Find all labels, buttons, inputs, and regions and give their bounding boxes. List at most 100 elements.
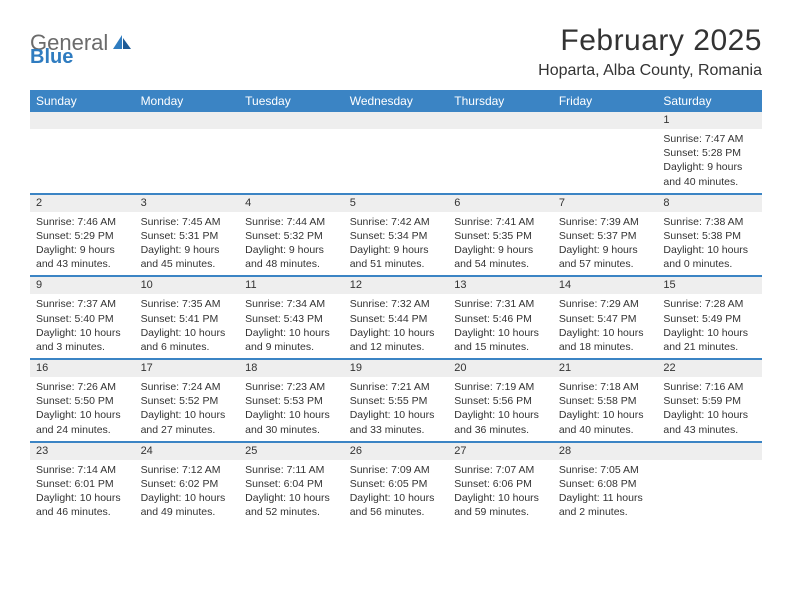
logo-sub: Blue xyxy=(30,46,73,69)
daylight-text: Daylight: 9 hours and 40 minutes. xyxy=(663,160,756,188)
day-details: Sunrise: 7:46 AMSunset: 5:29 PMDaylight:… xyxy=(30,212,135,276)
day-number: 12 xyxy=(344,277,449,294)
day-cell: 13Sunrise: 7:31 AMSunset: 5:46 PMDayligh… xyxy=(448,277,553,358)
sunrise-text: Sunrise: 7:42 AM xyxy=(350,215,443,229)
day-details: Sunrise: 7:23 AMSunset: 5:53 PMDaylight:… xyxy=(239,377,344,441)
sunrise-text: Sunrise: 7:32 AM xyxy=(350,297,443,311)
day-cell: 25Sunrise: 7:11 AMSunset: 6:04 PMDayligh… xyxy=(239,443,344,524)
daylight-text: Daylight: 10 hours and 24 minutes. xyxy=(36,408,129,436)
sunrise-text: Sunrise: 7:31 AM xyxy=(454,297,547,311)
day-cell: 2Sunrise: 7:46 AMSunset: 5:29 PMDaylight… xyxy=(30,195,135,276)
day-number xyxy=(239,112,344,129)
sunrise-text: Sunrise: 7:16 AM xyxy=(663,380,756,394)
day-number: 20 xyxy=(448,360,553,377)
sunset-text: Sunset: 5:53 PM xyxy=(245,394,338,408)
day-number: 16 xyxy=(30,360,135,377)
daylight-text: Daylight: 11 hours and 2 minutes. xyxy=(559,491,652,519)
day-number: 19 xyxy=(344,360,449,377)
weekday-fri: Friday xyxy=(553,90,658,112)
day-cell: 14Sunrise: 7:29 AMSunset: 5:47 PMDayligh… xyxy=(553,277,658,358)
day-cell: 3Sunrise: 7:45 AMSunset: 5:31 PMDaylight… xyxy=(135,195,240,276)
day-cell: 12 Sunrise: 7:32 AMSunset: 5:44 PMDayligh… xyxy=(344,277,449,358)
day-number: 24 xyxy=(135,443,240,460)
sunset-text: Sunset: 5:55 PM xyxy=(350,394,443,408)
weekday-wed: Wednesday xyxy=(344,90,449,112)
sail-icon xyxy=(112,33,132,56)
calendar-page: General February 2025 Hoparta, Alba Coun… xyxy=(0,0,792,543)
day-cell: 11Sunrise: 7:34 AMSunset: 5:43 PMDayligh… xyxy=(239,277,344,358)
daylight-text: Daylight: 10 hours and 18 minutes. xyxy=(559,326,652,354)
day-details: Sunrise: 7:47 AMSunset: 5:28 PMDaylight:… xyxy=(657,129,762,193)
sunrise-text: Sunrise: 7:38 AM xyxy=(663,215,756,229)
sunset-text: Sunset: 5:46 PM xyxy=(454,312,547,326)
day-cell xyxy=(344,112,449,193)
weeks-container: 1Sunrise: 7:47 AMSunset: 5:28 PMDaylight… xyxy=(30,112,762,523)
day-number xyxy=(448,112,553,129)
daylight-text: Daylight: 10 hours and 6 minutes. xyxy=(141,326,234,354)
day-number: 28 xyxy=(553,443,658,460)
sunset-text: Sunset: 5:37 PM xyxy=(559,229,652,243)
daylight-text: Daylight: 9 hours and 43 minutes. xyxy=(36,243,129,271)
day-details: Sunrise: 7:35 AMSunset: 5:41 PMDaylight:… xyxy=(135,294,240,358)
day-details: Sunrise: 7:42 AMSunset: 5:34 PMDaylight:… xyxy=(344,212,449,276)
sunrise-text: Sunrise: 7:07 AM xyxy=(454,463,547,477)
day-cell xyxy=(135,112,240,193)
day-cell: 6Sunrise: 7:41 AMSunset: 5:35 PMDaylight… xyxy=(448,195,553,276)
day-number xyxy=(30,112,135,129)
sunset-text: Sunset: 5:56 PM xyxy=(454,394,547,408)
sunrise-text: Sunrise: 7:05 AM xyxy=(559,463,652,477)
sunset-text: Sunset: 6:05 PM xyxy=(350,477,443,491)
day-number: 7 xyxy=(553,195,658,212)
day-details: Sunrise: 7:19 AMSunset: 5:56 PMDaylight:… xyxy=(448,377,553,441)
week-row: 1Sunrise: 7:47 AMSunset: 5:28 PMDaylight… xyxy=(30,112,762,193)
daylight-text: Daylight: 10 hours and 59 minutes. xyxy=(454,491,547,519)
sunrise-text: Sunrise: 7:47 AM xyxy=(663,132,756,146)
day-number: 26 xyxy=(344,443,449,460)
sunset-text: Sunset: 6:04 PM xyxy=(245,477,338,491)
sunrise-text: Sunrise: 7:29 AM xyxy=(559,297,652,311)
day-details: Sunrise: 7:11 AMSunset: 6:04 PMDaylight:… xyxy=(239,460,344,524)
day-number: 18 xyxy=(239,360,344,377)
sunset-text: Sunset: 5:31 PM xyxy=(141,229,234,243)
day-details: Sunrise: 7:16 AMSunset: 5:59 PMDaylight:… xyxy=(657,377,762,441)
weekday-tue: Tuesday xyxy=(239,90,344,112)
day-details: Sunrise: 7:29 AMSunset: 5:47 PMDaylight:… xyxy=(553,294,658,358)
day-details: Sunrise: 7:12 AMSunset: 6:02 PMDaylight:… xyxy=(135,460,240,524)
day-details: Sunrise: 7:31 AMSunset: 5:46 PMDaylight:… xyxy=(448,294,553,358)
week-row: 9Sunrise: 7:37 AMSunset: 5:40 PMDaylight… xyxy=(30,275,762,358)
day-cell: 19Sunrise: 7:21 AMSunset: 5:55 PMDayligh… xyxy=(344,360,449,441)
day-cell: 1Sunrise: 7:47 AMSunset: 5:28 PMDaylight… xyxy=(657,112,762,193)
sunrise-text: Sunrise: 7:35 AM xyxy=(141,297,234,311)
daylight-text: Daylight: 10 hours and 43 minutes. xyxy=(663,408,756,436)
week-row: 23Sunrise: 7:14 AMSunset: 6:01 PMDayligh… xyxy=(30,441,762,524)
sunrise-text: Sunrise: 7:45 AM xyxy=(141,215,234,229)
daylight-text: Daylight: 9 hours and 48 minutes. xyxy=(245,243,338,271)
sunset-text: Sunset: 5:43 PM xyxy=(245,312,338,326)
sunrise-text: Sunrise: 7:12 AM xyxy=(141,463,234,477)
day-details: Sunrise: 7:26 AMSunset: 5:50 PMDaylight:… xyxy=(30,377,135,441)
sunrise-text: Sunrise: 7:11 AM xyxy=(245,463,338,477)
daylight-text: Daylight: 10 hours and 36 minutes. xyxy=(454,408,547,436)
sunset-text: Sunset: 5:41 PM xyxy=(141,312,234,326)
sunset-text: Sunset: 5:40 PM xyxy=(36,312,129,326)
sunset-text: Sunset: 5:44 PM xyxy=(350,312,443,326)
day-details: Sunrise: 7:37 AMSunset: 5:40 PMDaylight:… xyxy=(30,294,135,358)
week-row: 16Sunrise: 7:26 AMSunset: 5:50 PMDayligh… xyxy=(30,358,762,441)
sunrise-text: Sunrise: 7:39 AM xyxy=(559,215,652,229)
day-details: Sunrise: 7:09 AMSunset: 6:05 PMDaylight:… xyxy=(344,460,449,524)
daylight-text: Daylight: 10 hours and 52 minutes. xyxy=(245,491,338,519)
day-number: 17 xyxy=(135,360,240,377)
day-number: 14 xyxy=(553,277,658,294)
daylight-text: Daylight: 10 hours and 56 minutes. xyxy=(350,491,443,519)
day-details: Sunrise: 7:41 AMSunset: 5:35 PMDaylight:… xyxy=(448,212,553,276)
sunset-text: Sunset: 5:49 PM xyxy=(663,312,756,326)
weekday-header-row: Sunday Monday Tuesday Wednesday Thursday… xyxy=(30,90,762,112)
daylight-text: Daylight: 10 hours and 12 minutes. xyxy=(350,326,443,354)
sunrise-text: Sunrise: 7:19 AM xyxy=(454,380,547,394)
day-cell: 5Sunrise: 7:42 AMSunset: 5:34 PMDaylight… xyxy=(344,195,449,276)
daylight-text: Daylight: 9 hours and 54 minutes. xyxy=(454,243,547,271)
day-number: 4 xyxy=(239,195,344,212)
daylight-text: Daylight: 9 hours and 57 minutes. xyxy=(559,243,652,271)
sunset-text: Sunset: 5:35 PM xyxy=(454,229,547,243)
day-number: 8 xyxy=(657,195,762,212)
